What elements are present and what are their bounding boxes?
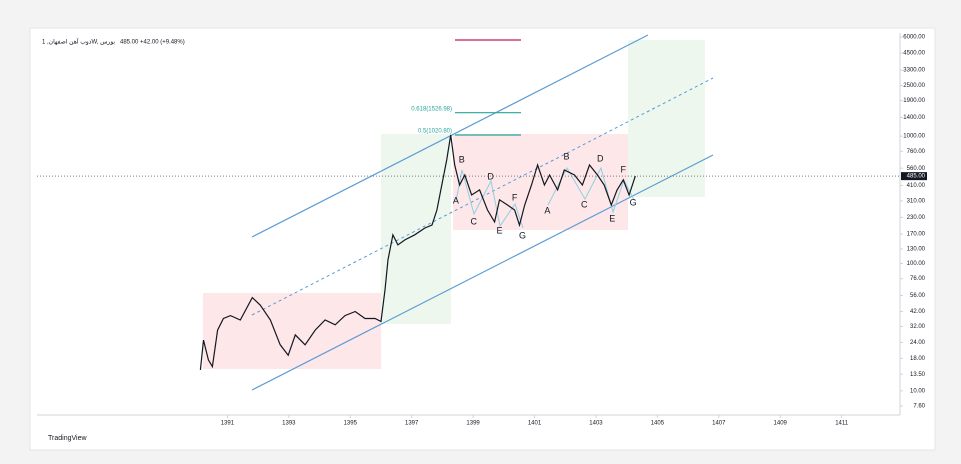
last-price-box: [901, 172, 927, 181]
x-tick-label: 1397: [405, 421, 419, 427]
pattern-label: E: [609, 213, 615, 223]
y-tick-label: 10.00: [910, 388, 926, 394]
y-tick-label: 130.00: [907, 247, 926, 253]
pattern-label: D: [597, 153, 604, 163]
zone: [203, 293, 381, 369]
y-tick-label: 4500.00: [903, 50, 925, 56]
y-tick-label: 760.00: [907, 149, 926, 155]
zone: [628, 40, 705, 197]
zone: [381, 134, 451, 324]
y-tick-label: 42.00: [910, 309, 926, 315]
x-tick-label: 1391: [221, 421, 235, 427]
pattern-label: A: [544, 205, 550, 215]
pattern-label: C: [581, 199, 588, 209]
y-tick-label: 560.00: [907, 166, 926, 172]
channel-line: [251, 154, 714, 391]
x-tick-label: 1409: [774, 421, 788, 427]
price-line: [199, 134, 636, 370]
y-tick-label: 1000.00: [903, 134, 925, 140]
y-tick-label: 2500.00: [903, 83, 925, 89]
brand: TradingView: [48, 435, 87, 442]
y-tick-label: 13.50: [910, 372, 926, 378]
pattern-label: C: [470, 216, 477, 226]
pattern-label: B: [563, 151, 569, 161]
y-tick-label: 100.00: [907, 261, 926, 267]
x-tick-label: 1411: [835, 421, 849, 427]
y-tick-label: 3300.00: [903, 68, 925, 74]
pattern-label: D: [487, 171, 494, 181]
pattern-label: E: [497, 225, 503, 235]
y-tick-label: 32.00: [910, 324, 926, 330]
zone: [453, 134, 628, 230]
x-tick-label: 1401: [528, 421, 542, 427]
x-tick-label: 1407: [712, 421, 726, 427]
y-tick-label: 310.00: [907, 198, 926, 204]
quote: 485.00 +42.00 (+9.48%): [120, 40, 185, 46]
x-tick-label: 1395: [344, 421, 358, 427]
y-tick-label: 7.60: [913, 404, 925, 410]
pattern-line: [455, 169, 524, 229]
pattern-line: [547, 166, 635, 214]
y-tick-label: 230.00: [907, 215, 926, 221]
y-tick-label: 6000.00: [903, 35, 925, 41]
y-tick-label: 76.00: [910, 276, 926, 282]
x-tick-label: 1393: [282, 421, 296, 427]
y-tick-label: 170.00: [907, 232, 926, 238]
pattern-label: F: [512, 192, 518, 202]
y-tick-label: 24.00: [910, 340, 926, 346]
x-tick-label: 1399: [466, 421, 480, 427]
chart-panel: [29, 27, 936, 451]
x-tick-label: 1405: [651, 421, 665, 427]
pattern-label: F: [621, 164, 627, 174]
pattern-label: A: [453, 195, 459, 205]
y-tick-label: 1900.00: [903, 98, 925, 104]
fib-label: 0.618(1526.98): [411, 106, 452, 112]
last-price-label: 485.00: [907, 174, 926, 180]
symbol-title: ذوب آهن اصفهان, 1W, بورس: [42, 38, 115, 46]
pattern-label: G: [630, 197, 637, 207]
x-tick-label: 1403: [589, 421, 603, 427]
y-tick-label: 410.00: [907, 183, 926, 189]
pattern-label: G: [519, 230, 526, 240]
fib-label: 0.5(1020.80): [418, 129, 452, 135]
y-tick-label: 56.00: [910, 293, 926, 299]
y-tick-label: 1400.00: [903, 115, 925, 121]
pattern-label: B: [459, 154, 465, 164]
y-tick-label: 18.00: [910, 356, 926, 362]
